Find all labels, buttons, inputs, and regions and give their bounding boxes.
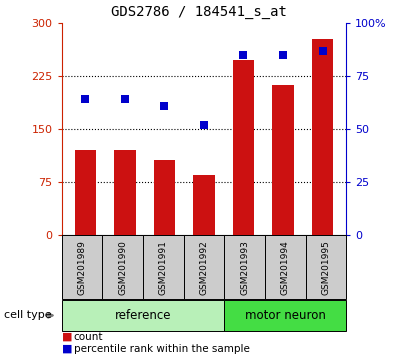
Text: GSM201995: GSM201995 (322, 240, 330, 295)
Text: motor neuron: motor neuron (245, 309, 326, 322)
Bar (154, 160, 176, 235)
Text: GSM201993: GSM201993 (240, 240, 249, 295)
Text: ■: ■ (62, 332, 72, 342)
Bar (232, 60, 254, 235)
Bar (272, 85, 294, 235)
Point (201, 122, 207, 128)
Text: count: count (74, 332, 103, 342)
Bar (74, 150, 96, 235)
Point (161, 103, 168, 109)
Point (82, 97, 89, 102)
Text: GSM201992: GSM201992 (199, 240, 209, 295)
Text: ■: ■ (62, 344, 72, 354)
Text: GSM201990: GSM201990 (118, 240, 127, 295)
Text: cell type: cell type (4, 310, 52, 320)
Point (240, 52, 247, 58)
Point (122, 97, 128, 102)
Text: GSM201991: GSM201991 (159, 240, 168, 295)
Point (319, 48, 326, 53)
Text: GSM201994: GSM201994 (281, 240, 290, 295)
Text: reference: reference (115, 309, 171, 322)
Point (280, 52, 286, 58)
Text: GDS2786 / 184541_s_at: GDS2786 / 184541_s_at (111, 5, 287, 19)
Text: GSM201989: GSM201989 (78, 240, 86, 295)
Bar (114, 150, 136, 235)
Bar (193, 175, 215, 235)
Bar (312, 39, 334, 235)
Text: percentile rank within the sample: percentile rank within the sample (74, 344, 250, 354)
